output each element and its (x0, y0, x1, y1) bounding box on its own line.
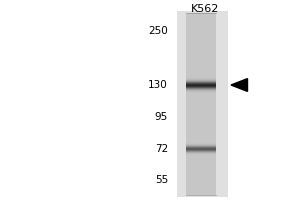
Text: 72: 72 (155, 144, 168, 154)
Bar (177, 11, 228, 197)
Text: 130: 130 (148, 80, 168, 90)
Polygon shape (231, 79, 247, 91)
Text: 250: 250 (148, 26, 168, 36)
Text: 95: 95 (155, 112, 168, 122)
Text: K562: K562 (191, 4, 220, 14)
Text: 55: 55 (155, 175, 168, 185)
